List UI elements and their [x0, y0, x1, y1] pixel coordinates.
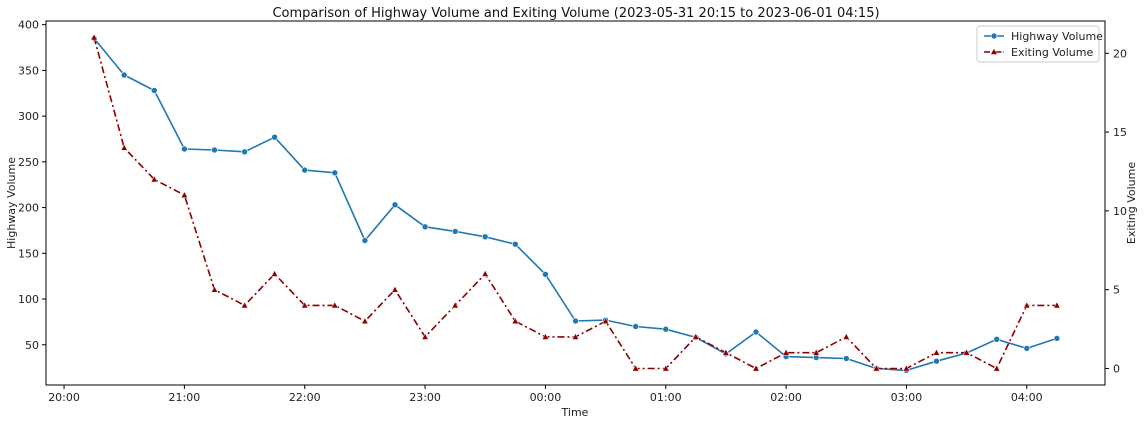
data-point-exiting-volume [571, 332, 580, 340]
data-point-highway-volume [271, 133, 278, 141]
data-point-highway-volume [151, 87, 158, 94]
data-point-highway-volume [752, 328, 760, 336]
y-axis-right: 0 5 10 15 20 [1105, 47, 1127, 375]
x-tick-label: 02:00 [770, 391, 802, 404]
y-left-tick-label: 50 [25, 339, 39, 352]
series-layer [90, 33, 1061, 374]
plot-area [45, 20, 1106, 386]
data-point-exiting-volume [240, 301, 249, 309]
data-point-highway-volume [662, 325, 670, 333]
y-right-tick-label: 10 [1113, 205, 1127, 218]
data-point-exiting-volume [120, 143, 128, 151]
y-left-tick-label: 150 [18, 247, 39, 260]
data-point-exiting-volume [782, 348, 790, 356]
data-point-highway-volume [933, 357, 940, 365]
data-point-exiting-volume [331, 301, 339, 309]
data-point-exiting-volume [301, 301, 309, 309]
y-left-tick-label: 300 [18, 110, 39, 123]
y-axis-right-title: Exiting Volume [1125, 162, 1138, 244]
data-point-highway-volume [391, 201, 399, 209]
data-point-exiting-volume [90, 33, 98, 41]
y-right-tick-label: 20 [1113, 47, 1127, 60]
data-point-exiting-volume [872, 364, 881, 372]
data-point-exiting-volume [993, 364, 1001, 372]
data-point-highway-volume [120, 71, 128, 79]
data-point-exiting-volume [722, 348, 730, 356]
y-left-tick-label: 350 [18, 64, 39, 77]
data-point-exiting-volume [210, 285, 219, 293]
data-point-exiting-volume [180, 191, 189, 198]
x-tick-label: 00:00 [530, 391, 562, 404]
data-point-highway-volume [842, 355, 850, 362]
x-tick-label: 03:00 [891, 391, 923, 404]
data-point-exiting-volume [662, 364, 670, 372]
y-axis-left: 50 100 150 200 250 300 350 400 [18, 19, 46, 352]
legend-label-highway-volume: Highway Volume [1011, 30, 1103, 43]
data-point-exiting-volume [902, 364, 911, 372]
data-point-exiting-volume [361, 317, 369, 325]
data-point-highway-volume [301, 166, 309, 174]
data-point-exiting-volume [481, 269, 489, 277]
data-point-highway-volume [331, 169, 339, 177]
plot-frame [45, 20, 1106, 386]
data-point-highway-volume [1053, 335, 1061, 342]
y-left-tick-label: 200 [18, 202, 39, 215]
y-left-tick-label: 400 [18, 19, 39, 32]
data-point-exiting-volume [752, 364, 760, 372]
y-axis-left-title: Highway Volume [5, 157, 18, 249]
x-tick-label: 21:00 [169, 391, 201, 404]
data-point-highway-volume [511, 240, 519, 248]
legend-item-exiting-volume: Exiting Volume [984, 46, 1093, 59]
data-point-exiting-volume [391, 285, 399, 293]
data-point-exiting-volume [962, 348, 971, 356]
data-point-highway-volume [421, 223, 429, 231]
data-point-exiting-volume [601, 317, 610, 325]
data-point-exiting-volume [632, 364, 640, 372]
data-point-exiting-volume [511, 317, 519, 325]
x-tick-label: 22:00 [289, 391, 321, 404]
data-point-exiting-volume [451, 301, 459, 309]
x-axis-title: Time [561, 406, 589, 419]
x-tick-label: 23:00 [409, 391, 441, 404]
data-point-exiting-volume [692, 332, 700, 340]
data-point-exiting-volume [270, 269, 279, 277]
legend-item-highway-volume: Highway Volume [984, 30, 1103, 43]
x-tick-label: 04:00 [1011, 391, 1043, 404]
x-tick-label: 01:00 [650, 391, 682, 404]
y-left-tick-label: 100 [18, 293, 39, 306]
chart-title: Comparison of Highway Volume and Exiting… [272, 6, 879, 21]
data-point-exiting-volume [421, 332, 429, 340]
data-point-highway-volume [1023, 345, 1031, 352]
data-point-highway-volume [542, 270, 549, 278]
data-point-exiting-volume [150, 175, 158, 183]
x-axis: 20:00 21:00 22:00 23:00 00:00 01:00 02:00 03:00… [48, 385, 1043, 404]
data-point-highway-volume [632, 323, 640, 330]
data-point-highway-volume [211, 146, 218, 154]
data-point-highway-volume [361, 237, 369, 244]
y-left-tick-label: 250 [18, 156, 39, 169]
data-point-exiting-volume [1053, 301, 1061, 309]
data-point-highway-volume [241, 148, 248, 156]
data-point-exiting-volume [932, 348, 941, 356]
data-point-exiting-volume [541, 332, 550, 340]
y-right-tick-label: 15 [1113, 126, 1127, 139]
x-tick-label: 20:00 [48, 391, 80, 404]
data-point-exiting-volume [812, 348, 820, 356]
y-right-tick-label: 0 [1113, 362, 1120, 375]
legend-marker-highway-volume [990, 32, 998, 40]
data-point-highway-volume [481, 233, 489, 241]
legend: Highway Volume Exiting Volume [976, 25, 1103, 63]
data-point-exiting-volume [842, 332, 850, 340]
y-right-tick-label: 5 [1113, 284, 1120, 297]
legend-label-exiting-volume: Exiting Volume [1011, 46, 1093, 59]
data-point-highway-volume [572, 317, 579, 325]
legend-box [976, 25, 1100, 63]
legend-marker-exiting-volume [990, 48, 998, 55]
data-point-highway-volume [181, 145, 188, 153]
data-point-highway-volume [451, 228, 459, 235]
data-point-exiting-volume [1023, 301, 1031, 309]
data-point-highway-volume [993, 335, 1001, 343]
